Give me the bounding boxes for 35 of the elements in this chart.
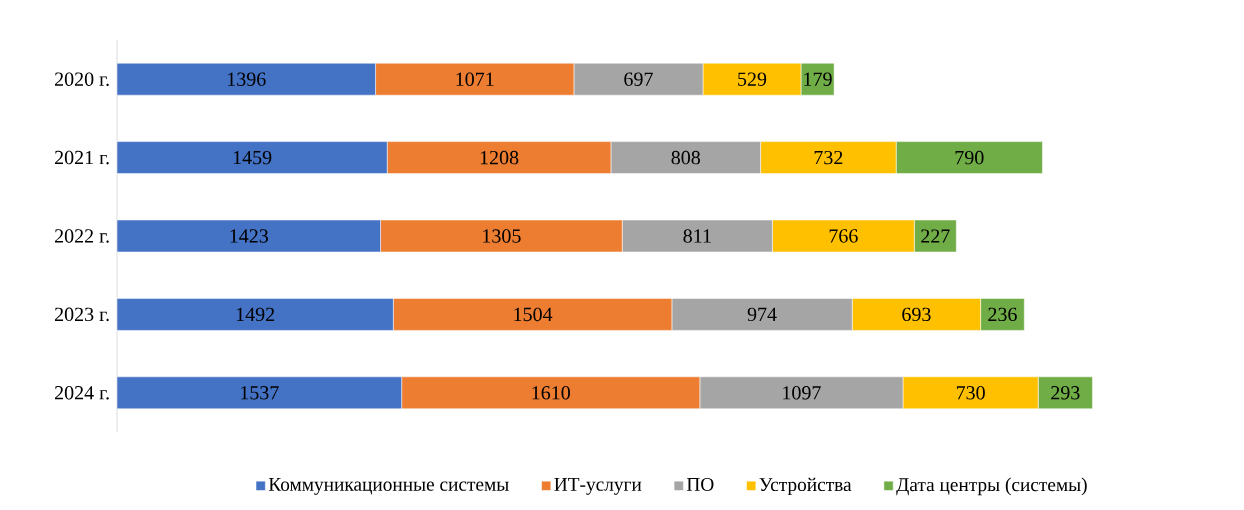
legend-label: ПО	[686, 477, 714, 491]
legend-label: ИТ-услуги	[554, 477, 642, 495]
data-label: 974	[747, 307, 777, 322]
y-tick-label: 2024 г.	[55, 386, 109, 400]
data-label: 790	[955, 150, 984, 165]
data-label: 1071	[456, 72, 494, 86]
data-label: 808	[671, 150, 700, 165]
y-tick-label: 2023 г.	[55, 307, 109, 322]
data-label: 1610	[532, 386, 570, 400]
data-label: 811	[683, 229, 711, 243]
legend-label: Коммуникационные системы	[268, 477, 509, 495]
data-label: 1097	[783, 386, 821, 400]
data-label: 1208	[480, 150, 519, 165]
y-tick-label: 2022 г.	[55, 229, 109, 243]
legend-label: Дата центры (системы)	[896, 477, 1087, 496]
data-label: 236	[988, 307, 1017, 322]
data-label: 293	[1051, 386, 1080, 400]
data-label: 1537	[241, 386, 279, 400]
data-label: 1504	[514, 307, 553, 322]
y-tick-label: 2021 г.	[55, 150, 109, 165]
data-label: 529	[738, 72, 767, 86]
data-label: 730	[956, 386, 985, 400]
data-label: 766	[829, 229, 858, 243]
data-label: 693	[902, 307, 931, 322]
data-label: 179	[804, 72, 832, 86]
legend-label: Устройства	[759, 477, 852, 496]
data-label: 1305	[483, 229, 521, 243]
data-label: 697	[624, 72, 653, 86]
y-tick-label: 2020 г.	[55, 72, 109, 86]
data-label: 1396	[228, 72, 266, 86]
data-label: 732	[814, 150, 843, 165]
data-label: 1423	[230, 229, 268, 243]
data-label: 1459	[233, 150, 272, 165]
data-label: 227	[921, 229, 950, 243]
data-label: 1492	[236, 307, 275, 322]
